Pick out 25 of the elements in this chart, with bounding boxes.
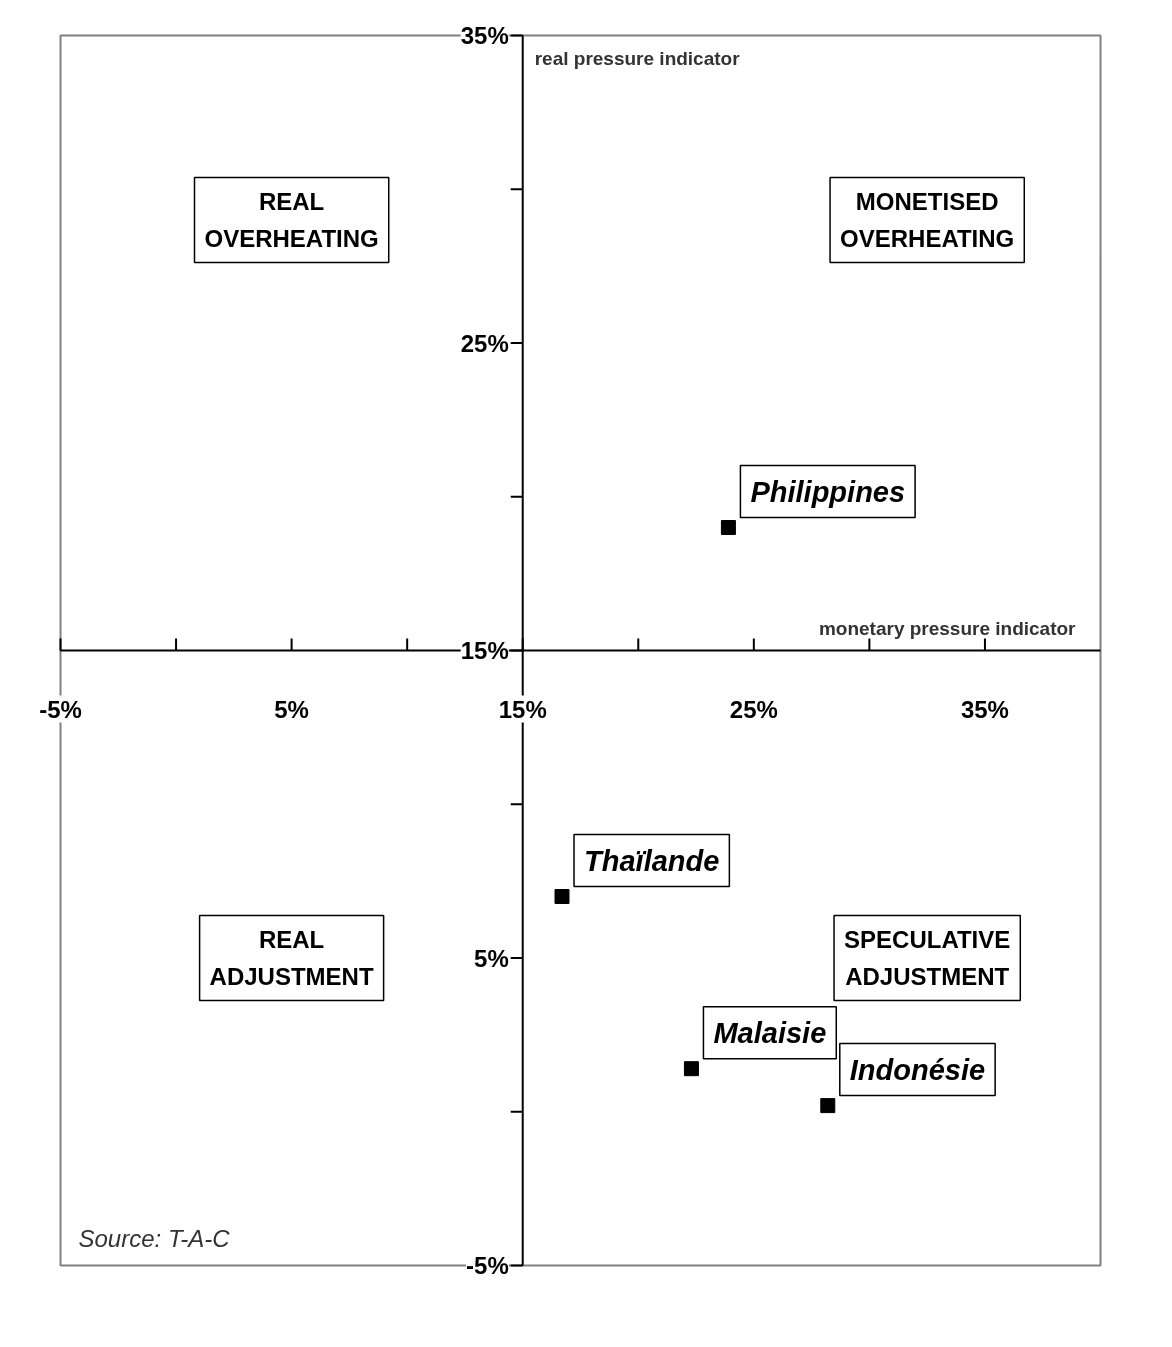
data-label: Indonésie (849, 1053, 986, 1086)
x-tick-label: 35% (960, 695, 1009, 723)
x-tick-label: 25% (729, 695, 778, 723)
annotation: MONETISED OVERHEATING (840, 187, 1015, 253)
point (683, 1061, 699, 1077)
data-label: Thaïlande (584, 844, 720, 877)
y-axis-title: real pressure indicator (534, 47, 741, 69)
data-label: Malaisie (713, 1016, 827, 1049)
y-tick-label: 25% (460, 329, 509, 357)
y-tick-label: 5% (474, 944, 509, 972)
x-tick-label: 5% (274, 695, 309, 723)
annotation: Source: T-A-C (78, 1224, 231, 1252)
data-label: Philippines (750, 475, 906, 508)
y-tick-label: -5% (466, 1252, 509, 1279)
point (720, 520, 736, 535)
point (820, 1098, 836, 1114)
y-tick-label: 35% (460, 22, 509, 49)
y-tick-label: 15% (460, 637, 509, 664)
x-tick-label: 15% (498, 695, 547, 723)
x-tick-label: -5% (39, 695, 82, 723)
point (554, 889, 570, 904)
annotation: REAL OVERHEATING (204, 187, 379, 253)
x-axis-title: monetary pressure indicator (818, 617, 1077, 639)
annotation: REAL ADJUSTMENT (209, 925, 374, 991)
annotation: SPECULATIVE ADJUSTMENT (844, 925, 1011, 991)
